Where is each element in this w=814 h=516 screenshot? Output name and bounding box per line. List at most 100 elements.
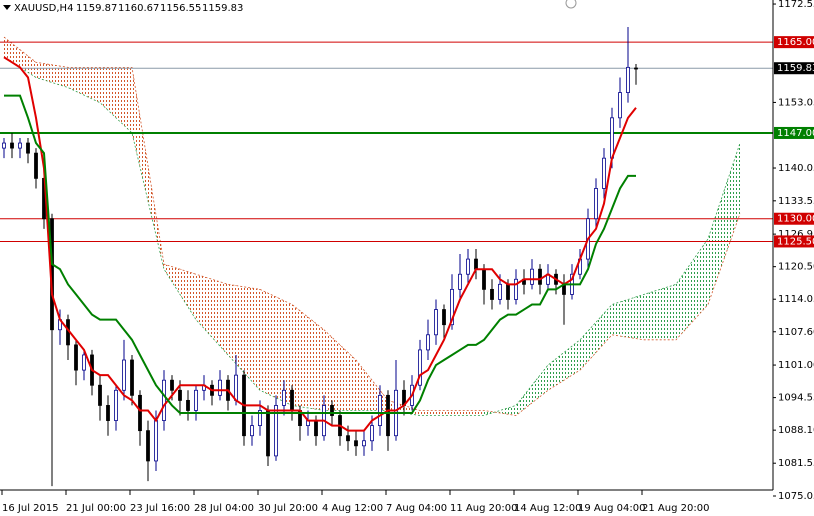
x-tick-label: 28 Jul 04:00: [194, 503, 254, 514]
candle-body: [250, 425, 254, 437]
candle-body: [146, 430, 150, 462]
candle-body: [26, 142, 30, 154]
close-icon[interactable]: [565, 0, 577, 9]
x-tick-label: 21 Aug 20:00: [642, 503, 709, 514]
level-box: [774, 235, 814, 248]
cloud-fill: [612, 294, 644, 340]
level-box: [774, 36, 814, 49]
level-box: [774, 62, 814, 75]
candle-body: [498, 283, 502, 300]
candle-body: [98, 384, 102, 406]
cloud-fill: [132, 67, 164, 270]
menu-arrow[interactable]: [3, 5, 11, 10]
y-tick-label: 1114.05: [778, 294, 814, 305]
candle-body: [362, 440, 366, 447]
ohlc-low: 1156.55: [160, 3, 201, 14]
candle-body: [354, 440, 358, 447]
candle-body: [2, 142, 6, 149]
candle-body: [274, 405, 278, 457]
candle-body: [114, 389, 118, 421]
cloud-fill: [452, 410, 484, 416]
y-tick-label: 1094.55: [778, 393, 814, 404]
candle-body: [618, 92, 622, 119]
candle-body: [426, 334, 430, 351]
candle-body: [130, 359, 134, 396]
candle-body: [594, 188, 598, 220]
y-tick-label: 1088.10: [778, 425, 814, 436]
x-tick-label: 11 Aug 20:00: [450, 503, 517, 514]
ohlc-close: 1159.83: [202, 3, 243, 14]
cloud-fill: [36, 62, 68, 88]
candle-body: [290, 389, 294, 411]
cloud-fill: [164, 264, 196, 320]
candle-body: [466, 258, 470, 275]
cloud-fill: [580, 304, 612, 371]
candle-body: [258, 410, 262, 427]
candle-body: [378, 394, 382, 427]
symbol: XAUUSD,H4: [14, 3, 73, 14]
candle-body: [138, 394, 142, 432]
x-tick-label: 19 Aug 04:00: [578, 503, 645, 514]
x-tick-label: 14 Aug 12:00: [514, 503, 581, 514]
candle-body: [634, 67, 638, 70]
candle-body: [458, 273, 462, 290]
y-tick-label: 1140.05: [778, 163, 814, 174]
candle-body: [538, 268, 542, 285]
candle-body: [10, 142, 14, 149]
candle-body: [218, 379, 222, 396]
candle-body: [490, 288, 494, 300]
y-tick-label: 1172.55: [778, 0, 814, 10]
cloud-fill: [324, 329, 356, 411]
candle-body: [34, 152, 38, 179]
y-tick-label: 1133.55: [778, 196, 814, 207]
candle-body: [370, 425, 374, 442]
y-tick-label: 1120.50: [778, 262, 814, 273]
candle-body: [506, 283, 510, 300]
level-label: 1147.00: [777, 128, 814, 139]
cloud-span-a: [3, 56, 741, 416]
y-tick-label: 1126.95: [778, 229, 814, 240]
cloud-fill: [260, 289, 292, 406]
level-label: 1130.00: [777, 214, 814, 225]
indicator-line: [3, 56, 637, 432]
cloud-fill: [292, 304, 324, 411]
candle-body: [530, 268, 534, 285]
x-tick-label: 21 Jul 00:00: [66, 503, 126, 514]
candle-body: [418, 349, 422, 386]
cloud-fill: [420, 410, 452, 416]
level-box: [774, 126, 814, 139]
candle-body: [82, 354, 86, 371]
candle-body: [434, 309, 438, 336]
candle-body: [266, 410, 270, 457]
candle-body: [346, 435, 350, 442]
candle-body: [610, 117, 614, 159]
y-tick-label: 1081.55: [778, 458, 814, 469]
x-tick-label: 23 Jul 16:00: [130, 503, 190, 514]
candle-body: [178, 389, 182, 401]
candle-body: [602, 157, 606, 189]
candle-body: [626, 66, 630, 93]
cloud-fill: [548, 339, 580, 391]
y-tick-label: 1075.05: [778, 491, 814, 502]
candle-body: [474, 258, 478, 270]
cloud-fill: [100, 67, 132, 133]
cloud-fill: [676, 238, 708, 340]
cloud-span-b: [3, 36, 741, 416]
cloud-fill: [516, 365, 548, 416]
x-tick-label: 7 Aug 04:00: [386, 503, 447, 514]
candle-body: [122, 359, 126, 391]
candle-body: [74, 344, 78, 371]
x-tick-label: 30 Jul 20:00: [258, 503, 318, 514]
candle-body: [154, 420, 158, 462]
candle-body: [386, 394, 390, 437]
cloud-fill: [68, 67, 100, 103]
candle-body: [282, 389, 286, 406]
cloud-fill: [196, 274, 228, 355]
candle-body: [106, 405, 110, 421]
candle-body: [170, 379, 174, 391]
candle-body: [18, 142, 22, 149]
level-box: [774, 212, 814, 225]
x-tick-label: 4 Aug 12:00: [322, 503, 383, 514]
